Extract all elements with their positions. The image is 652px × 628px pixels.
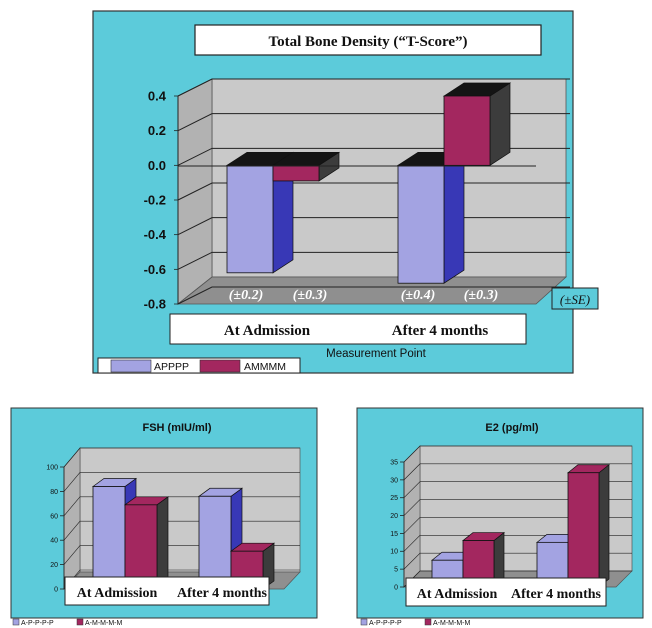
e2-y-tick-label: 5 [394, 567, 398, 574]
fsh-category-admission: At Admission [77, 586, 158, 601]
e2-gridline [403, 499, 632, 516]
bone-density-y-tick-label: 0.2 [148, 123, 166, 138]
fsh-bar-a-after [198, 495, 232, 590]
bone-density-y-tick-label: -0.6 [144, 262, 166, 277]
e2-legend-swatch-m [424, 618, 432, 626]
bone-density-bar-a-after [397, 164, 445, 284]
e2-bar-m-after [567, 472, 600, 588]
e2-y-tick-label: 35 [390, 459, 398, 466]
bone-density-bar-m-after [443, 95, 491, 166]
e2-y-ticks: 35 30 25 20 15 10 5 0 [390, 459, 404, 591]
bone-density-bar-m-admission [272, 164, 320, 182]
category-label-admission: At Admission [224, 323, 311, 339]
e2-y-tick-label: 30 [390, 477, 398, 484]
fsh-bar-a-admission [92, 486, 126, 590]
fsh-y-tick-label: 80 [50, 489, 58, 496]
fsh-bar-m-admission-side [156, 496, 169, 590]
e2-category-after: After 4 months [511, 587, 602, 602]
bone-density-y-tick-label: 0.0 [148, 158, 166, 173]
fsh-legend-swatch-m [76, 618, 84, 626]
e2-gridline [403, 445, 632, 463]
se-note-box [551, 287, 599, 310]
e2-chart: E2 (pg/ml) 35 30 25 20 15 10 5 0 At Admission A… [356, 407, 644, 627]
bone-density-gridline [177, 78, 570, 97]
fsh-y-ticks: 100 80 60 40 20 0 [46, 464, 64, 593]
bone-density-y-tick-label: -0.8 [144, 297, 166, 312]
e2-legend-swatch-a [360, 618, 368, 626]
e2-gridline [403, 463, 632, 481]
fsh-y-tick-label: 40 [50, 538, 58, 545]
fsh-y-tick-label: 0 [54, 586, 58, 593]
e2-gridline [403, 517, 632, 534]
fsh-y-tick-label: 60 [50, 513, 58, 520]
e2-category-admission: At Admission [417, 587, 498, 602]
bone-density-title: Total Bone Density (“T-Score”) [268, 34, 467, 50]
e2-y-tick-label: 20 [390, 513, 398, 520]
fsh-legend-swatch-a [12, 618, 20, 626]
e2-bar-m-after-side [598, 463, 610, 588]
fsh-bar-m-admission [124, 504, 158, 590]
e2-gridline [403, 481, 632, 498]
bone-density-bar-a-admission [226, 164, 274, 274]
error-label-admission-m: (±0.3) [293, 288, 328, 303]
fsh-legend-label-a: A-P-P-P-P [21, 620, 54, 627]
fsh-bars [91, 477, 276, 590]
legend-label-ammmm: AMMMM [244, 361, 286, 373]
e2-y-tick-label: 0 [394, 584, 398, 591]
fsh-title: FSH (mIU/ml) [142, 422, 211, 434]
bone-density-gridline [177, 286, 570, 305]
e2-y-tick-label: 15 [390, 531, 398, 538]
bone-density-bar-m-after-side [489, 82, 511, 166]
bone-density-floor [176, 276, 568, 305]
fsh-gridline [63, 447, 300, 468]
bone-density-category-box [169, 313, 527, 345]
bone-density-y-tick-label: -0.2 [144, 193, 166, 208]
error-label-after-m: (±0.3) [464, 288, 499, 303]
fsh-chart: FSH (mIU/ml) 100 80 60 40 20 0 At Admission A… [10, 407, 318, 627]
bone-density-bars [225, 82, 512, 284]
fsh-gridline [63, 472, 300, 492]
e2-y-tick-label: 10 [390, 549, 398, 556]
legend-label-appppp: APPPP [154, 361, 189, 373]
bone-density-bar-a-after-side [443, 151, 465, 284]
legend-swatch-ammmm [199, 359, 241, 373]
e2-side-wall [403, 445, 421, 588]
bone-density-y-tick-label: -0.4 [144, 227, 167, 242]
bone-density-y-tick-label: 0.4 [148, 89, 167, 104]
fsh-legend-label-m: A-M-M-M-M [85, 620, 122, 627]
e2-legend-label-a: A-P-P-P-P [369, 620, 402, 627]
e2-y-tick-label: 25 [390, 495, 398, 502]
se-note: (±SE) [560, 292, 590, 307]
e2-category-box [405, 577, 607, 607]
fsh-category-box [64, 576, 270, 606]
legend-swatch-appppp [110, 359, 152, 373]
e2-title: E2 (pg/ml) [485, 422, 539, 434]
fsh-y-tick-label: 100 [46, 464, 58, 471]
error-label-after-a: (±0.4) [401, 288, 436, 303]
bone-density-y-ticks: 0.4 0.2 0.0 -0.2 -0.4 -0.6 -0.8 [144, 89, 178, 312]
bone-density-chart: Total Bone Density (“T-Score”) 0.4 0.2 0.0… [92, 10, 599, 374]
bone-density-title-box [194, 24, 542, 56]
e2-legend-label-m: A-M-M-M-M [433, 620, 470, 627]
fsh-side-wall [63, 447, 81, 590]
category-label-after: After 4 months [392, 323, 489, 339]
bone-density-x-axis-label: Measurement Point [326, 348, 427, 360]
fsh-category-after: After 4 months [177, 586, 268, 601]
error-label-admission-a: (±0.2) [229, 288, 264, 303]
fsh-y-tick-label: 20 [50, 562, 58, 569]
